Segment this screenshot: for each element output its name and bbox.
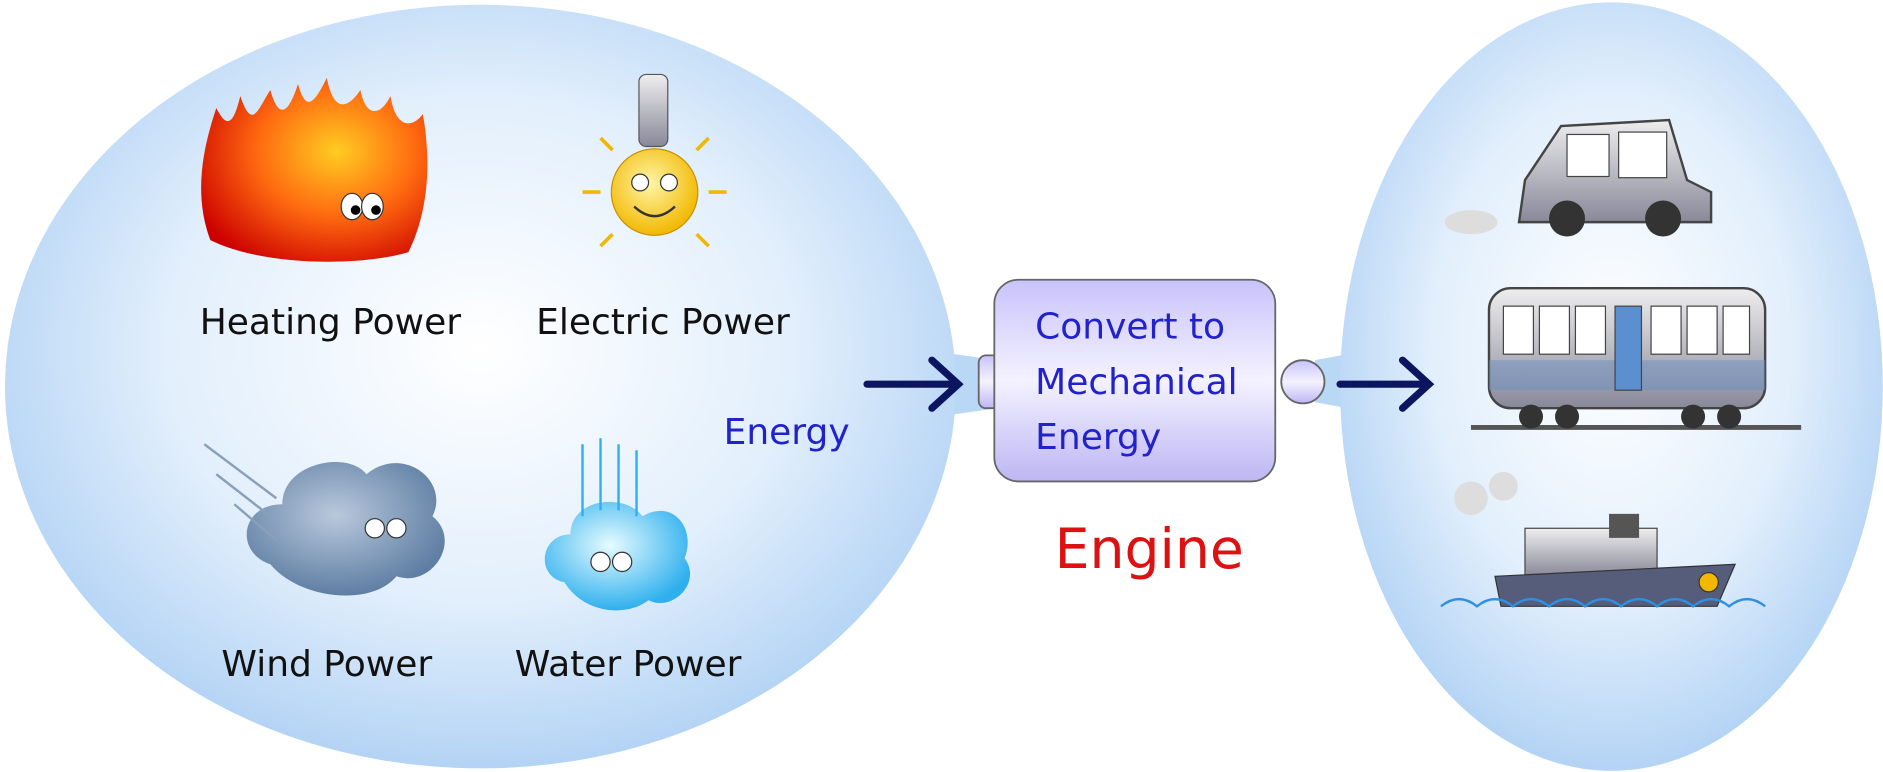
engine-line: Mechanical — [1035, 362, 1238, 403]
source-bubble — [5, 5, 956, 769]
source-label: Water Power — [515, 644, 742, 685]
engine-line: Energy — [1035, 417, 1161, 458]
engine-label: Engine — [1055, 518, 1244, 582]
source-label: Heating Power — [200, 302, 462, 343]
engine-line: Convert to — [1035, 307, 1225, 348]
train-icon — [1471, 288, 1801, 428]
source-label: Electric Power — [536, 302, 790, 343]
diagram: Heating Power Electric Power Wind Power … — [0, 0, 1883, 772]
source-label: Wind Power — [221, 644, 432, 685]
energy-label: Energy — [724, 412, 850, 453]
